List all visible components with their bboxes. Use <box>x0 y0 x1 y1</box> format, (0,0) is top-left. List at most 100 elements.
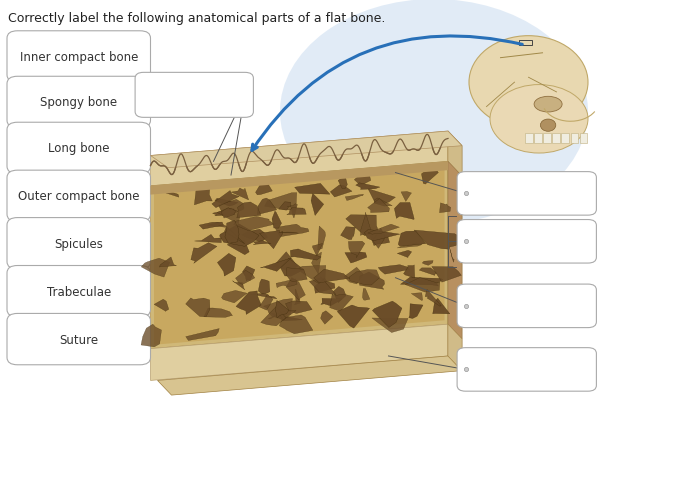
Polygon shape <box>256 179 272 195</box>
Polygon shape <box>186 329 219 341</box>
Polygon shape <box>404 265 415 279</box>
Polygon shape <box>346 215 379 236</box>
Polygon shape <box>345 253 367 264</box>
Polygon shape <box>440 203 451 213</box>
Polygon shape <box>421 165 438 185</box>
Polygon shape <box>150 162 448 195</box>
Polygon shape <box>150 162 448 349</box>
Polygon shape <box>186 298 210 317</box>
FancyBboxPatch shape <box>457 220 596 264</box>
Polygon shape <box>425 290 441 306</box>
Polygon shape <box>448 325 462 371</box>
Bar <box>525 134 533 144</box>
Polygon shape <box>330 294 354 312</box>
Polygon shape <box>363 289 370 301</box>
Polygon shape <box>273 252 298 272</box>
Polygon shape <box>237 203 261 218</box>
Polygon shape <box>432 267 461 283</box>
Polygon shape <box>295 289 300 305</box>
Polygon shape <box>250 294 276 299</box>
Polygon shape <box>265 193 297 210</box>
Polygon shape <box>321 311 333 325</box>
Polygon shape <box>412 293 423 301</box>
Polygon shape <box>268 316 277 319</box>
Polygon shape <box>338 176 347 189</box>
Polygon shape <box>378 265 409 275</box>
Polygon shape <box>231 188 248 201</box>
Bar <box>570 134 578 144</box>
Polygon shape <box>448 132 462 177</box>
Polygon shape <box>242 266 255 282</box>
Polygon shape <box>290 204 298 218</box>
Polygon shape <box>150 132 448 186</box>
Polygon shape <box>213 209 234 216</box>
Polygon shape <box>191 243 217 264</box>
Polygon shape <box>260 259 291 272</box>
Bar <box>534 134 542 144</box>
Bar <box>561 134 569 144</box>
Polygon shape <box>195 186 212 205</box>
Polygon shape <box>398 251 412 258</box>
Polygon shape <box>236 291 261 315</box>
Polygon shape <box>345 195 363 201</box>
Polygon shape <box>368 199 389 213</box>
Polygon shape <box>374 199 392 206</box>
Polygon shape <box>330 185 352 198</box>
Polygon shape <box>217 208 240 224</box>
Polygon shape <box>394 203 414 220</box>
Polygon shape <box>150 325 448 381</box>
Text: Inner compact bone: Inner compact bone <box>20 51 138 64</box>
Polygon shape <box>368 189 395 204</box>
Polygon shape <box>225 221 239 244</box>
Ellipse shape <box>540 120 556 132</box>
FancyBboxPatch shape <box>7 32 150 83</box>
Polygon shape <box>287 208 306 215</box>
FancyBboxPatch shape <box>7 266 150 317</box>
Polygon shape <box>333 287 346 303</box>
Text: Correctly label the following anatomical parts of a flat bone.: Correctly label the following anatomical… <box>8 12 386 25</box>
Text: Long bone: Long bone <box>48 142 109 155</box>
Text: Trabeculae: Trabeculae <box>47 285 111 298</box>
Polygon shape <box>360 213 371 236</box>
Polygon shape <box>160 258 176 267</box>
Polygon shape <box>448 162 462 339</box>
FancyBboxPatch shape <box>7 314 150 365</box>
Polygon shape <box>356 183 380 190</box>
Polygon shape <box>260 307 286 326</box>
Polygon shape <box>199 223 223 230</box>
Polygon shape <box>235 271 255 285</box>
Polygon shape <box>276 279 297 288</box>
Polygon shape <box>281 233 298 234</box>
Polygon shape <box>232 281 245 290</box>
FancyBboxPatch shape <box>135 73 253 118</box>
Polygon shape <box>212 191 239 208</box>
Ellipse shape <box>469 37 588 129</box>
Polygon shape <box>221 208 236 219</box>
Polygon shape <box>360 272 384 290</box>
Polygon shape <box>409 304 423 319</box>
Polygon shape <box>278 310 296 321</box>
Polygon shape <box>312 253 321 275</box>
Polygon shape <box>365 230 400 242</box>
Polygon shape <box>422 261 433 266</box>
Polygon shape <box>286 268 307 282</box>
Polygon shape <box>275 224 309 237</box>
Ellipse shape <box>534 97 562 113</box>
Text: Spongy bone: Spongy bone <box>40 96 118 109</box>
Polygon shape <box>272 313 302 321</box>
Polygon shape <box>318 226 326 250</box>
Polygon shape <box>150 132 462 168</box>
Polygon shape <box>433 299 450 314</box>
FancyBboxPatch shape <box>457 348 596 391</box>
Polygon shape <box>272 212 281 229</box>
Polygon shape <box>369 233 390 246</box>
Text: Suture: Suture <box>60 333 98 346</box>
Polygon shape <box>218 254 236 277</box>
Polygon shape <box>286 301 312 314</box>
Polygon shape <box>321 299 342 306</box>
Polygon shape <box>448 132 462 371</box>
Polygon shape <box>156 188 178 198</box>
FancyBboxPatch shape <box>457 172 596 216</box>
Polygon shape <box>419 268 437 276</box>
Polygon shape <box>337 305 370 328</box>
